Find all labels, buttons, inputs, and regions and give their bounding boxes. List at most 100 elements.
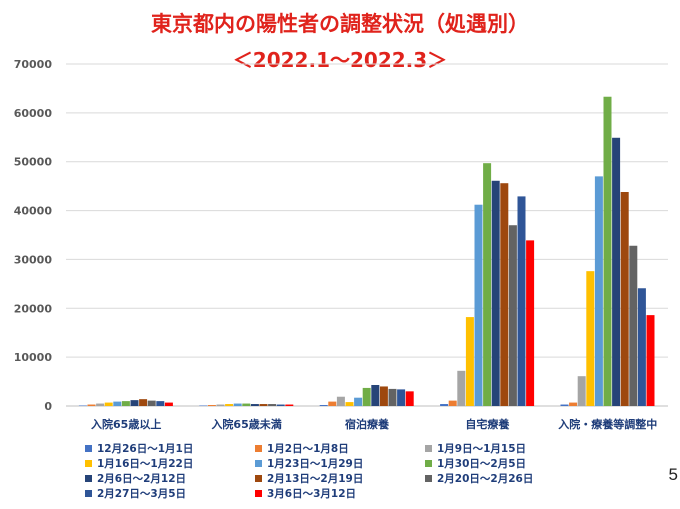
legend-label: 1月16日～1月22日 <box>97 458 194 470</box>
bar <box>586 271 595 406</box>
bar <box>500 183 509 406</box>
bar <box>362 387 371 406</box>
bar <box>448 400 457 406</box>
legend-item: 12月26日～1月1日 <box>85 441 193 456</box>
legend-swatch <box>425 460 432 467</box>
y-tick-label: 60000 <box>14 107 53 120</box>
chart-title: 東京都内の陽性者の調整状況（処遇別） <box>151 12 529 36</box>
bar <box>345 402 354 406</box>
legend-item: 1月30日～2月5日 <box>425 456 526 471</box>
legend-swatch <box>85 445 92 452</box>
bar <box>526 240 535 406</box>
x-category-label: 入院・療養等調整中 <box>558 417 657 431</box>
bar <box>216 404 225 406</box>
bar <box>233 403 242 406</box>
legend-label: 1月9日～1月15日 <box>437 443 527 455</box>
bar <box>130 400 139 406</box>
x-category-label: 自宅療養 <box>465 417 509 431</box>
legend-item: 1月23日～1月29日 <box>255 456 363 471</box>
legend-label: 3月6日～3月12日 <box>267 488 357 500</box>
bar <box>465 317 474 406</box>
bar <box>319 405 328 406</box>
bar <box>113 401 122 406</box>
y-tick-label: 40000 <box>14 205 53 218</box>
legend-swatch <box>425 475 432 482</box>
bar <box>594 176 603 406</box>
bar <box>405 391 414 406</box>
legend-item: 2月6日～2月12日 <box>85 471 186 486</box>
bar <box>164 402 173 406</box>
bar <box>104 402 113 406</box>
legend-label: 2月13日～2月19日 <box>267 473 364 485</box>
x-category-label: 入院65歳以上 <box>91 417 161 431</box>
legend-swatch <box>255 490 262 497</box>
legend-swatch <box>85 460 92 467</box>
bar <box>577 376 586 406</box>
bar <box>139 399 148 406</box>
bar <box>225 404 234 406</box>
legend-label: 2月6日～2月12日 <box>97 473 187 485</box>
legend-swatch <box>85 475 92 482</box>
legend-item: 1月2日～1月8日 <box>255 441 349 456</box>
bar <box>285 404 294 406</box>
bar <box>87 404 96 406</box>
bar <box>397 389 406 406</box>
legend-label: 1月2日～1月8日 <box>267 443 349 455</box>
legend-label: 1月23日～1月29日 <box>267 458 364 470</box>
chart-subtitle: ＜2022.1～2022.3＞ <box>232 48 448 72</box>
bar <box>508 225 517 406</box>
bar <box>491 180 500 406</box>
bar <box>517 196 526 406</box>
bar <box>560 404 569 406</box>
bar <box>637 288 646 406</box>
y-tick-label: 0 <box>44 400 52 413</box>
legend-swatch <box>85 490 92 497</box>
legend-swatch <box>255 475 262 482</box>
bar <box>569 402 578 406</box>
bar <box>646 315 655 406</box>
bar <box>440 404 449 406</box>
legend-item: 2月13日～2月19日 <box>255 471 363 486</box>
bar <box>207 405 216 406</box>
legend-item: 2月20日～2月26日 <box>425 471 533 486</box>
bar <box>78 405 87 407</box>
bar <box>276 404 285 406</box>
bar <box>259 404 268 406</box>
legend-item: 3月6日～3月12日 <box>255 486 356 501</box>
bar <box>328 401 337 406</box>
x-category-label: 入院65歳未満 <box>211 417 281 431</box>
bar <box>250 404 259 406</box>
x-category-label: 宿泊療養 <box>345 417 389 431</box>
bar <box>354 397 363 406</box>
legend-label: 12月26日～1月1日 <box>97 443 194 455</box>
y-tick-label: 70000 <box>14 58 53 71</box>
legend-label: 1月30日～2月5日 <box>437 458 527 470</box>
bar <box>612 137 621 406</box>
bar <box>371 384 380 406</box>
y-tick-label: 10000 <box>14 351 53 364</box>
bar <box>268 404 277 406</box>
legend-label: 2月27日～3月5日 <box>97 488 187 500</box>
page-number: 5 <box>668 465 678 484</box>
bar <box>336 396 345 406</box>
bar <box>147 400 156 406</box>
legend-swatch <box>255 445 262 452</box>
legend-swatch <box>255 460 262 467</box>
bar <box>242 403 251 406</box>
bar <box>121 401 130 406</box>
bar-chart: 0 10000 20000 30000 40000 50000 60000 70000 入院65… <box>14 58 668 431</box>
legend-item: 1月16日～1月22日 <box>85 456 193 471</box>
y-tick-label: 50000 <box>14 156 53 169</box>
y-tick-label: 20000 <box>14 302 53 315</box>
legend-swatch <box>425 445 432 452</box>
legend-label: 2月20日～2月26日 <box>437 473 534 485</box>
bar <box>388 388 397 406</box>
legend-item: 1月9日～1月15日 <box>425 441 526 456</box>
bar <box>156 401 165 406</box>
bar <box>96 403 105 406</box>
bar <box>457 370 466 406</box>
bar <box>629 245 638 406</box>
bar <box>483 163 492 406</box>
bar <box>620 192 629 406</box>
bar <box>199 405 208 407</box>
